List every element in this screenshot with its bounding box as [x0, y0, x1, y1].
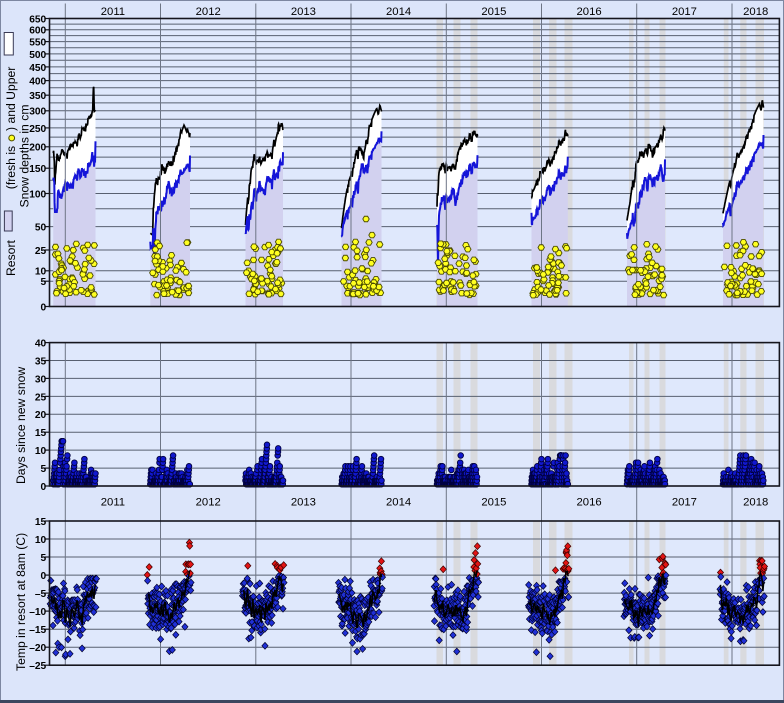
svg-text:200: 200 — [29, 143, 46, 154]
svg-text:0: 0 — [41, 571, 47, 582]
svg-text:2018: 2018 — [743, 6, 768, 18]
svg-text:Temp in resort at 8am (C): Temp in resort at 8am (C) — [14, 533, 28, 671]
svg-text:2018: 2018 — [743, 497, 768, 509]
svg-text:450: 450 — [29, 63, 46, 74]
svg-text:600: 600 — [29, 26, 46, 37]
svg-text:2015: 2015 — [481, 6, 506, 18]
svg-text:10: 10 — [35, 535, 47, 546]
svg-text:2016: 2016 — [577, 6, 602, 18]
svg-text:50: 50 — [35, 223, 47, 234]
svg-text:0: 0 — [41, 302, 47, 313]
svg-text:2012: 2012 — [196, 497, 221, 509]
svg-text:) and Upper: ) and Upper — [4, 67, 18, 131]
svg-text:10: 10 — [35, 267, 47, 278]
svg-text:(fresh is: (fresh is — [4, 146, 18, 189]
svg-text:40: 40 — [35, 339, 47, 350]
svg-text:5: 5 — [41, 464, 47, 475]
svg-text:15: 15 — [35, 517, 47, 528]
svg-text:2011: 2011 — [101, 497, 125, 509]
svg-text:2011: 2011 — [101, 6, 125, 18]
svg-text:500: 500 — [29, 50, 46, 61]
svg-text:2016: 2016 — [577, 497, 602, 509]
svg-text:–5: –5 — [35, 589, 47, 600]
svg-text:Resort: Resort — [4, 239, 18, 276]
svg-text:15: 15 — [35, 428, 47, 439]
svg-text:2014: 2014 — [386, 6, 411, 18]
svg-text:2017: 2017 — [672, 497, 697, 509]
svg-text:550: 550 — [29, 38, 46, 49]
svg-text:350: 350 — [29, 91, 46, 102]
svg-text:150: 150 — [29, 164, 46, 175]
svg-text:2017: 2017 — [672, 6, 697, 18]
svg-text:–10: –10 — [29, 607, 46, 618]
svg-text:300: 300 — [29, 107, 46, 118]
svg-text:5: 5 — [41, 277, 47, 288]
svg-text:Snow depths in cm: Snow depths in cm — [18, 105, 32, 208]
svg-text:100: 100 — [29, 189, 46, 200]
svg-text:25: 25 — [35, 246, 47, 257]
svg-text:–15: –15 — [29, 625, 46, 636]
svg-text:35: 35 — [35, 356, 47, 367]
svg-text:0: 0 — [41, 482, 47, 493]
svg-text:10: 10 — [35, 446, 47, 457]
svg-text:20: 20 — [35, 410, 47, 421]
svg-text:–20: –20 — [29, 643, 46, 654]
svg-text:2013: 2013 — [291, 497, 316, 509]
svg-text:650: 650 — [29, 14, 46, 25]
svg-text:–25: –25 — [29, 661, 46, 672]
svg-text:2013: 2013 — [291, 6, 316, 18]
svg-text:2015: 2015 — [481, 497, 506, 509]
svg-text:30: 30 — [35, 374, 47, 385]
svg-text:Days since new snow: Days since new snow — [14, 367, 28, 484]
svg-text:400: 400 — [29, 77, 46, 88]
svg-text:25: 25 — [35, 392, 47, 403]
svg-text:250: 250 — [29, 124, 46, 135]
svg-text:2012: 2012 — [196, 6, 221, 18]
svg-text:2014: 2014 — [386, 497, 411, 509]
svg-text:5: 5 — [41, 553, 47, 564]
